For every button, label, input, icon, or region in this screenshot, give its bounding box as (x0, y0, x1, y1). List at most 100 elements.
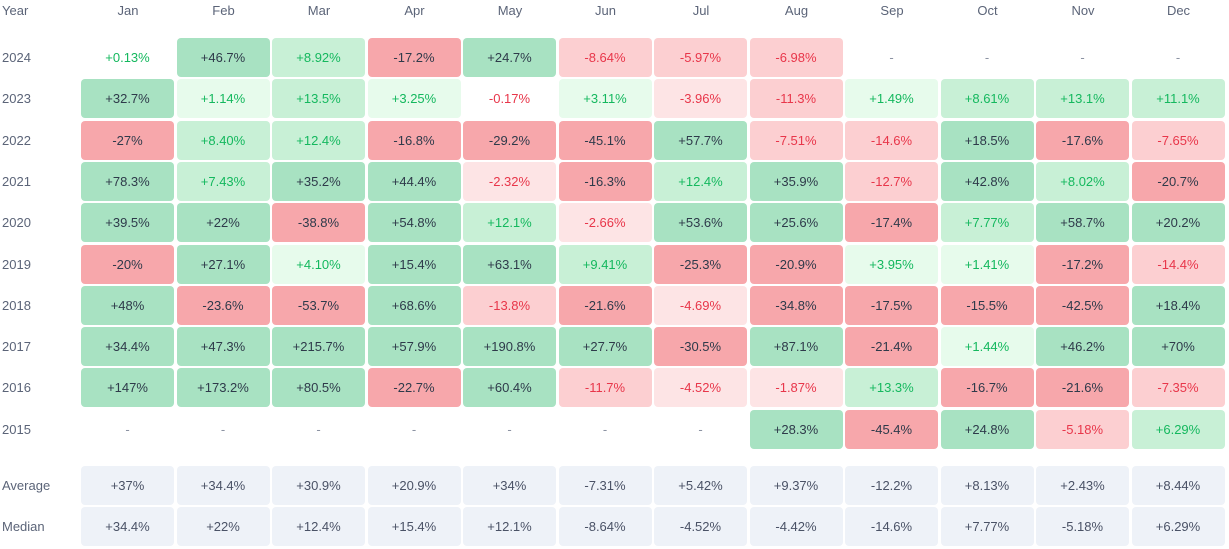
heatmap-cell: -45.4% (845, 409, 938, 449)
heatmap-cell: +39.5% (81, 203, 174, 243)
heatmap-cell: -16.7% (940, 368, 1034, 408)
heatmap-cell: -5.18% (1036, 409, 1129, 449)
heatmap-cell: +78.3% (81, 161, 174, 201)
column-header-feb: Feb (212, 3, 235, 18)
heatmap-cell: -4.69% (654, 285, 747, 325)
heatmap-cell: +1.14% (176, 79, 270, 119)
summary-cell: -14.6% (845, 507, 938, 546)
heatmap-cell: - (125, 421, 130, 437)
heatmap-cell: +25.6% (749, 203, 843, 243)
heatmap-cell: -21.6% (558, 285, 652, 325)
summary-cell: +8.13% (940, 466, 1034, 505)
summary-cell: -8.64% (558, 507, 652, 546)
heatmap-cell: - (411, 421, 417, 437)
summary-cell: +22% (176, 507, 270, 546)
column-header-jul: Jul (692, 3, 710, 18)
heatmap-cell: +7.43% (176, 161, 270, 201)
heatmap-cell: +13.1% (1036, 79, 1129, 119)
heatmap-cell: -13.8% (463, 285, 556, 325)
heatmap-cell: +18.4% (1131, 285, 1225, 325)
heatmap-cell: +27.1% (176, 244, 270, 284)
heatmap-cell: +53.6% (654, 203, 747, 243)
heatmap-cell: - (698, 421, 703, 437)
heatmap-cell: - (507, 421, 512, 437)
heatmap-cell: -22.7% (367, 368, 461, 408)
heatmap-cell: +12.4% (272, 120, 365, 160)
column-header-may: May (497, 3, 523, 18)
heatmap-cell: -11.3% (749, 79, 843, 119)
summary-cell: +2.43% (1036, 466, 1129, 505)
heatmap-cell: +47.3% (176, 327, 270, 367)
heatmap-cell: -6.98% (749, 38, 843, 77)
heatmap-cell: +147% (81, 368, 174, 408)
heatmap-cell: +80.5% (272, 368, 365, 408)
heatmap-cell: +4.10% (272, 244, 365, 284)
row-label-2019: 2019 (2, 256, 31, 272)
heatmap-cell: -14.6% (845, 120, 938, 160)
heatmap-cell: -17.6% (1036, 120, 1129, 160)
row-label-2015: 2015 (2, 421, 31, 437)
heatmap-cell: +42.8% (940, 161, 1034, 201)
row-label-2018: 2018 (2, 297, 31, 313)
heatmap-cell: -34.8% (749, 285, 843, 325)
column-header-sep: Sep (880, 3, 904, 18)
heatmap-cell: -17.2% (1036, 244, 1129, 284)
heatmap-cell: +3.95% (845, 244, 938, 284)
heatmap-cell: - (316, 421, 321, 437)
heatmap-cell: +7.77% (940, 203, 1034, 243)
heatmap-cell: +1.49% (845, 79, 938, 119)
heatmap-cell: +173.2% (176, 368, 270, 408)
column-header-oct: Oct (977, 3, 998, 18)
heatmap-cell: +13.3% (845, 368, 938, 408)
heatmap-cell: +3.11% (558, 79, 652, 119)
heatmap-cell: -30.5% (654, 327, 747, 367)
row-label-2017: 2017 (2, 339, 31, 355)
heatmap-cell: -7.65% (1131, 120, 1225, 160)
heatmap-cell: -20.7% (1131, 161, 1225, 201)
heatmap-cell: -21.4% (845, 327, 938, 367)
heatmap-cell: +215.7% (272, 327, 365, 367)
summary-cell: -12.2% (845, 466, 938, 505)
heatmap-cell: +15.4% (367, 244, 461, 284)
heatmap-cell: +11.1% (1131, 79, 1225, 119)
row-label-2023: 2023 (2, 91, 31, 107)
heatmap-cell: -53.7% (272, 285, 365, 325)
heatmap-cell: +8.02% (1036, 161, 1129, 201)
heatmap-cell: - (1175, 50, 1181, 65)
row-label-2024: 2024 (2, 50, 31, 65)
heatmap-cell: +1.44% (940, 327, 1034, 367)
summary-cell: +8.44% (1131, 466, 1225, 505)
heatmap-cell: -8.64% (558, 38, 652, 77)
summary-label-median: Median (2, 519, 45, 534)
heatmap-cell: +58.7% (1036, 203, 1129, 243)
heatmap-cell: +54.8% (367, 203, 461, 243)
heatmap-cell: - (889, 50, 894, 65)
heatmap-cell: -20% (81, 244, 174, 284)
heatmap-cell: +13.5% (272, 79, 365, 119)
heatmap-cell: -7.51% (749, 120, 843, 160)
heatmap-cell: +24.7% (463, 38, 556, 77)
heatmap-cell: +12.1% (463, 203, 556, 243)
heatmap-cell: -23.6% (176, 285, 270, 325)
heatmap-cell: -27% (81, 120, 174, 160)
heatmap-cell: +0.13% (105, 50, 150, 65)
column-header-aug: Aug (784, 3, 809, 18)
summary-cell: +15.4% (367, 507, 461, 546)
heatmap-cell: -45.1% (558, 120, 652, 160)
heatmap-cell: -25.3% (654, 244, 747, 284)
summary-cell: +20.9% (367, 466, 461, 505)
column-header-jun: Jun (595, 3, 616, 18)
summary-cell: -4.42% (749, 507, 843, 546)
heatmap-cell: -38.8% (272, 203, 365, 243)
heatmap-cell: +48% (81, 285, 174, 325)
row-label-2021: 2021 (2, 173, 31, 189)
heatmap-cell: -20.9% (749, 244, 843, 284)
heatmap-cell: +60.4% (463, 368, 556, 408)
column-header-jan: Jan (117, 3, 139, 18)
heatmap-cell: +9.41% (558, 244, 652, 284)
summary-cell: +9.37% (749, 466, 843, 505)
heatmap-cell: -12.7% (845, 161, 938, 201)
row-label-2022: 2022 (2, 132, 31, 148)
heatmap-cell: +1.41% (940, 244, 1034, 284)
